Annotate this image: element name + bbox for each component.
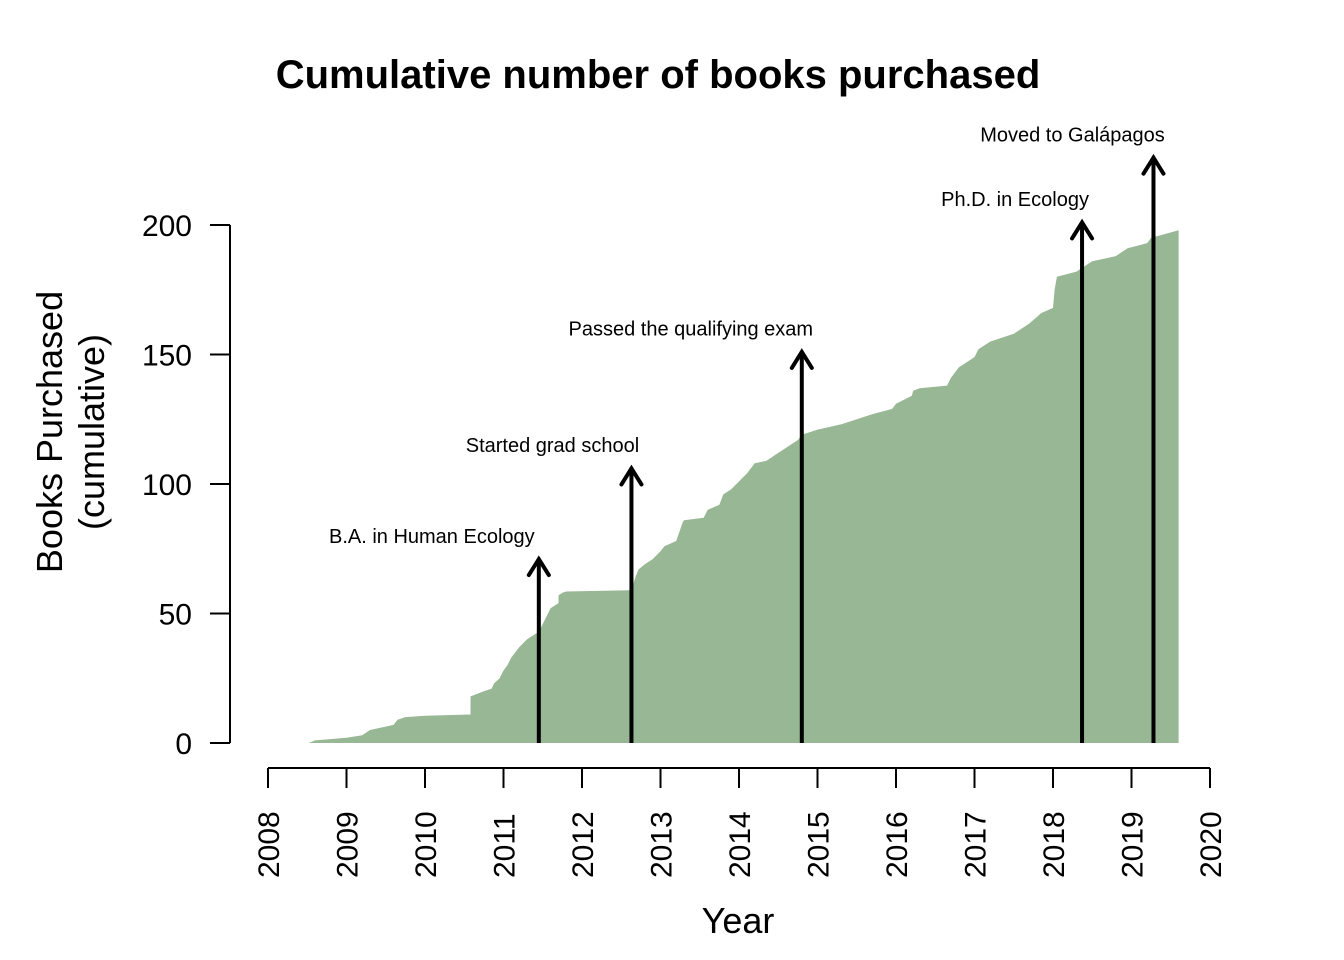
- x-tick-label: 2015: [803, 811, 836, 878]
- y-tick-label: 200: [142, 210, 192, 243]
- annotation-label: B.A. in Human Ecology: [329, 526, 535, 548]
- x-tick-label: 2013: [646, 811, 679, 878]
- x-tick-label: 2008: [253, 811, 286, 878]
- x-tick-label: 2020: [1195, 811, 1228, 878]
- y-tick-label: 0: [175, 728, 192, 761]
- annotation: Ph.D. in Ecology: [941, 189, 1095, 743]
- y-tick-label: 150: [142, 340, 192, 373]
- y-axis-title-line1: Books Purchased: [29, 291, 70, 573]
- annotation: B.A. in Human Ecology: [329, 526, 551, 743]
- annotation-label: Started grad school: [466, 435, 639, 457]
- x-axis: 2008 2009 2010 2011 2012 2013 2014 2015 2016 2017…: [253, 767, 1228, 878]
- chart-title: Cumulative number of books purchased: [276, 53, 1041, 97]
- y-axis-title-line2: (cumulative): [71, 334, 112, 530]
- x-tick-label: 2014: [724, 811, 757, 878]
- x-axis-title: Year: [702, 900, 775, 941]
- annotation-label: Passed the qualifying exam: [569, 319, 814, 341]
- annotation: Started grad school: [466, 435, 644, 743]
- y-axis: 0 50 100 150 200: [142, 210, 231, 761]
- x-tick-label: 2016: [881, 811, 914, 878]
- y-tick-label: 100: [142, 469, 192, 502]
- x-tick-label: 2017: [960, 811, 993, 878]
- y-tick-label: 50: [159, 599, 192, 632]
- annotation-label: Moved to Galápagos: [980, 124, 1165, 146]
- x-tick-label: 2018: [1038, 811, 1071, 878]
- annotation: Passed the qualifying exam: [569, 319, 814, 743]
- annotation-label: Ph.D. in Ecology: [941, 189, 1089, 211]
- x-tick-label: 2009: [332, 811, 365, 878]
- x-tick-label: 2012: [567, 811, 600, 878]
- x-tick-label: 2010: [410, 811, 443, 878]
- x-tick-label: 2011: [489, 813, 522, 878]
- cumulative-area: [308, 230, 1179, 743]
- annotation: Moved to Galápagos: [980, 124, 1166, 743]
- y-axis-title: Books Purchased (cumulative): [29, 291, 112, 573]
- x-tick-label: 2019: [1117, 811, 1150, 878]
- annotations: B.A. in Human Ecology Started grad school…: [329, 124, 1166, 743]
